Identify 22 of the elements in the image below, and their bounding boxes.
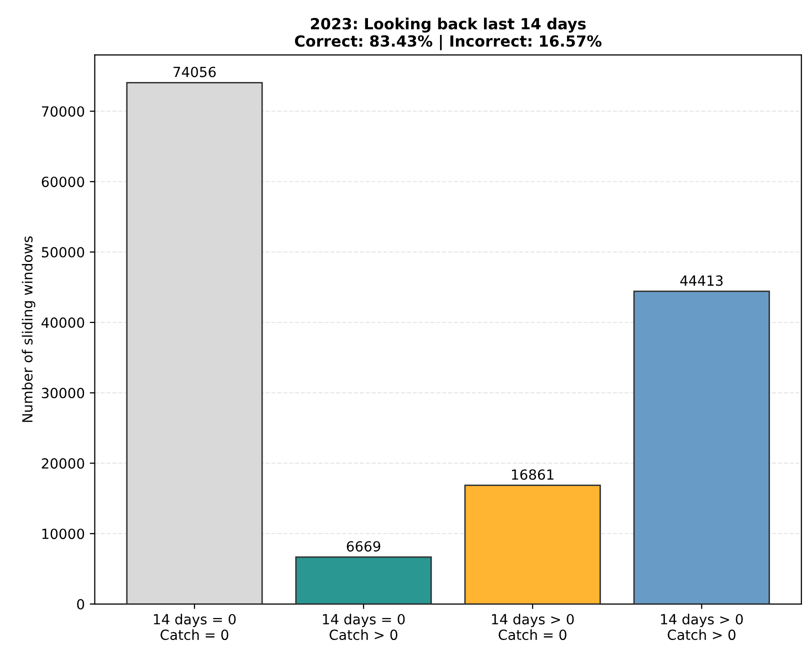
data-label: 74056: [174, 66, 216, 78]
bar: [633, 290, 770, 604]
bar: [126, 82, 263, 604]
y-axis-title: Number of sliding windows: [22, 236, 36, 422]
bar: [464, 484, 601, 604]
y-tick-label: 50000: [42, 246, 84, 258]
data-label: 44413: [680, 275, 723, 286]
y-tick-label: 10000: [42, 528, 84, 540]
y-tick-label: 20000: [42, 458, 84, 469]
bar: [295, 556, 432, 604]
y-tick-label: 30000: [42, 388, 84, 398]
data-label: 16861: [512, 469, 554, 480]
x-tick-label: 14 days > 0 Catch > 0: [661, 614, 743, 640]
y-tick-label: 70000: [42, 106, 84, 117]
x-tick-label: 14 days > 0 Catch = 0: [492, 614, 574, 640]
chart-title: 2023: Looking back last 14 days Correct: 83.43% | Incorrect: 16.57%: [294, 18, 602, 50]
y-tick-label: 0: [77, 598, 84, 610]
y-tick-label: 40000: [42, 317, 84, 328]
x-tick-label: 14 days = 0 Catch = 0: [154, 614, 236, 640]
x-tick-label: 14 days = 0 Catch > 0: [322, 614, 405, 640]
y-tick-label: 60000: [42, 176, 84, 188]
data-label: 6669: [346, 541, 380, 552]
